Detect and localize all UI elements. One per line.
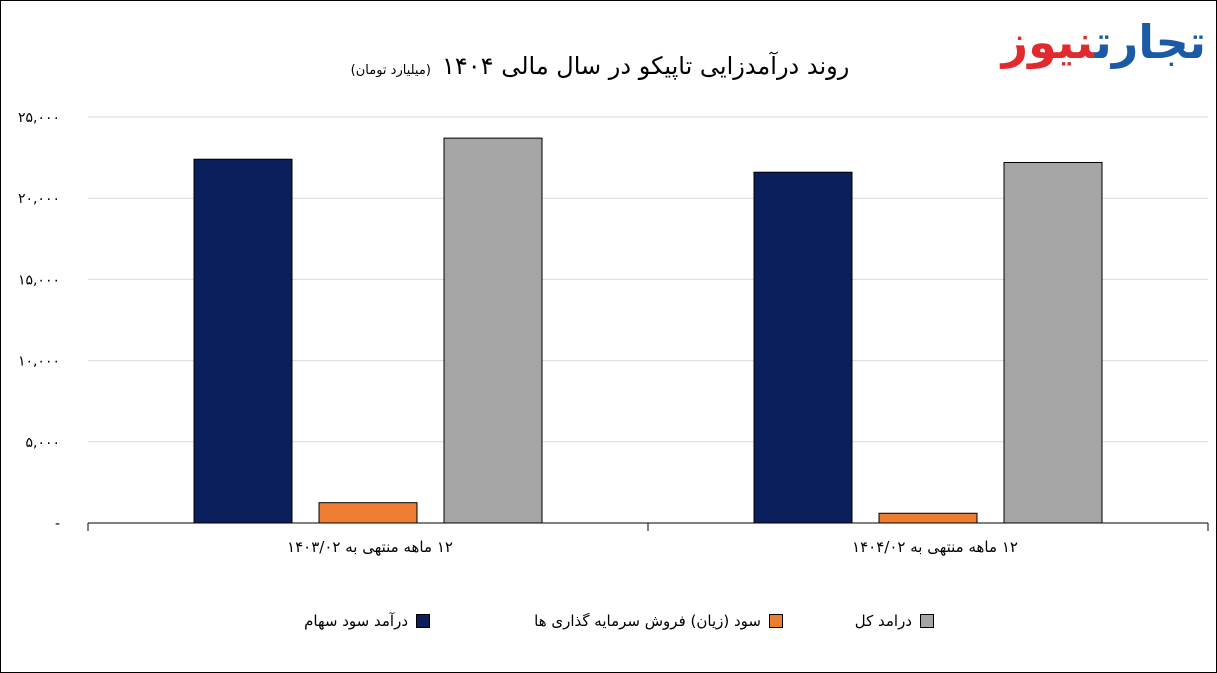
bar xyxy=(753,171,853,524)
chart-title: روند درآمدزایی تاپیکو در سال مالی ۱۴۰۴ xyxy=(442,52,850,80)
brand-logo: تجارتنیوز xyxy=(996,14,1206,74)
legend-label-dividend-income: درآمد سود سهام xyxy=(304,612,408,630)
y-tick-label: ۲۰,۰۰۰ xyxy=(18,191,60,207)
y-tick-label: - xyxy=(55,516,60,532)
y-tick-label: ۲۵,۰۰۰ xyxy=(18,110,60,126)
bar xyxy=(193,158,293,524)
x-category-label-1: ۱۲ ماهه منتهی به ۱۴۰۳/۰۲ xyxy=(287,538,453,556)
legend-item-total-income: درامد کل xyxy=(855,612,934,630)
chart-subtitle: (میلیارد تومان) xyxy=(350,63,431,78)
legend-swatch-investment-gain xyxy=(769,614,783,628)
legend-item-dividend-income: درآمد سود سهام xyxy=(304,612,430,630)
y-tick-label: ۱۰,۰۰۰ xyxy=(18,354,60,370)
logo-text-part1: تجارت xyxy=(1094,15,1206,69)
bar xyxy=(1003,161,1103,524)
legend-label-investment-gain: سود (زیان) فروش سرمایه گذاری ها xyxy=(534,612,761,630)
legend-swatch-dividend-income xyxy=(416,614,430,628)
chart-title-block: روند درآمدزایی تاپیکو در سال مالی ۱۴۰۴ (… xyxy=(300,52,900,92)
y-tick-label: ۱۵,۰۰۰ xyxy=(18,272,60,288)
y-tick-label: ۵,۰۰۰ xyxy=(25,435,60,451)
bar xyxy=(878,512,978,524)
bar xyxy=(443,137,543,524)
legend-label-total-income: درامد کل xyxy=(854,612,912,630)
bar xyxy=(318,502,418,524)
chart-legend: درآمد سود سهام سود (زیان) فروش سرمایه گذ… xyxy=(200,612,1020,638)
logo-text-part2: نیوز xyxy=(1001,15,1095,69)
x-category-label-2: ۱۲ ماهه منتهی به ۱۴۰۴/۰۲ xyxy=(852,538,1018,556)
legend-item-investment-gain: سود (زیان) فروش سرمایه گذاری ها xyxy=(534,612,783,630)
legend-swatch-total-income xyxy=(920,614,934,628)
